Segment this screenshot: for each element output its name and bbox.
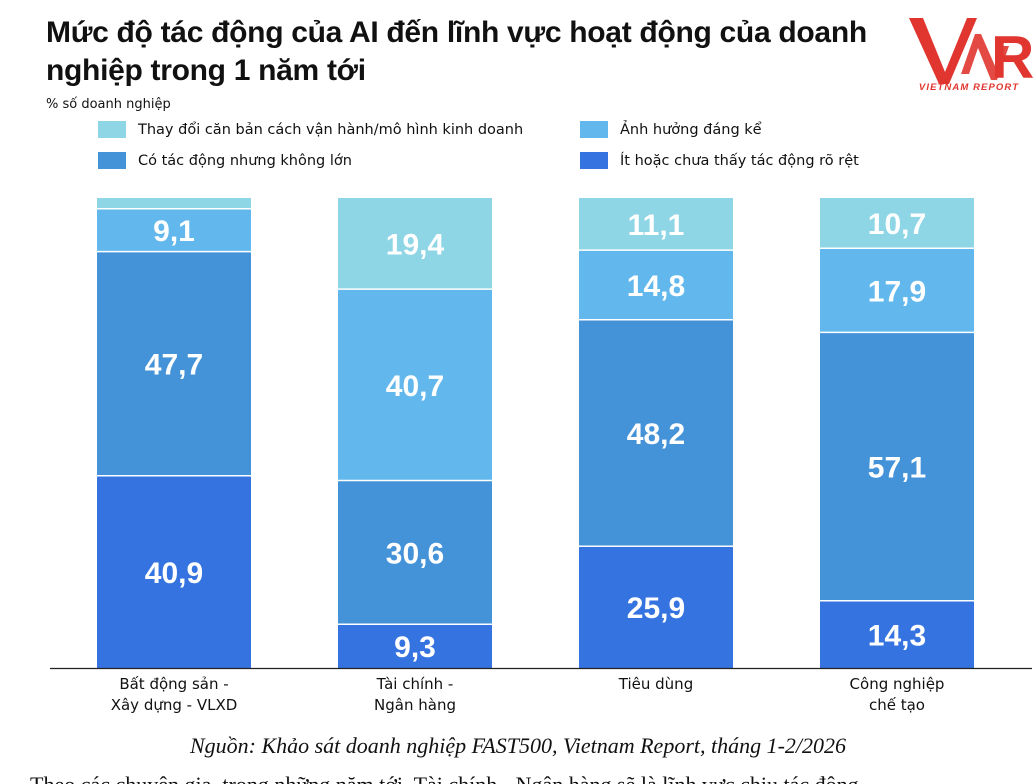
bar-segment [820,248,974,333]
category-label: Tài chính - Ngân hàng [315,674,515,716]
bar-segment [97,475,251,668]
svg-text:R: R [991,24,1033,91]
bar-segment [338,289,492,481]
bar-value-label: 11,1 [628,209,685,242]
bar-segment [338,624,492,668]
category-label: Tiêu dùng [556,674,756,695]
bar-segment [97,208,251,252]
legend-item: Có tác động nhưng không lớn [98,152,352,169]
bar-value-label: 14,3 [868,619,926,652]
category-label-line: Xây dựng - VLXD [110,696,238,714]
category-label-line: Ngân hàng [374,696,456,714]
bar-segment [820,198,974,249]
bar-value-label: 17,9 [868,275,926,308]
bar-value-label: 40,9 [145,557,203,590]
legend-label: Thay đổi căn bản cách vận hành/mô hình k… [138,121,524,138]
bar-segment [579,250,733,320]
legend-label: Ít hoặc chưa thấy tác động rõ rệt [620,152,859,169]
legend-swatch [580,152,608,169]
chart-title: Mức độ tác động của AI đến lĩnh vực hoạt… [46,16,867,87]
bar-segment [97,198,251,209]
bar-value-label: 30,6 [386,537,444,570]
category-label-line: Tài chính - [376,675,454,693]
category-label-line: Công nghiệp [849,675,945,693]
bar-segment [579,198,733,251]
bar-value-label: 47,7 [145,349,203,382]
bar-segment [338,198,492,290]
legend: Thay đổi căn bản cách vận hành/mô hình k… [98,121,958,181]
bar-value-label: 48,2 [627,418,685,451]
bar-segment [579,319,733,547]
legend-item: Ít hoặc chưa thấy tác động rõ rệt [580,152,859,169]
cutoff-text: Theo các chuyên gia, trong những năm tới… [30,772,1030,784]
body-text-cutoff: Theo các chuyên gia, trong những năm tới… [30,768,1030,784]
legend-swatch [580,121,608,138]
y-axis-unit-label: % số doanh nghiệp [46,97,171,112]
bar-value-label: 9,3 [394,631,436,664]
bar-segment [97,251,251,476]
bar-value-label: 25,9 [627,592,685,625]
category-label: Bất động sản - Xây dựng - VLXD [74,674,274,716]
bar-segment [579,546,733,668]
bar-value-label: 40,7 [386,370,444,403]
legend-swatch [98,152,126,169]
bar-value-label: 57,1 [868,452,926,485]
legend-label: Ảnh hưởng đáng kể [620,121,762,138]
legend-label: Có tác động nhưng không lớn [138,152,352,169]
vnr-logo: R [909,18,1033,91]
bar-value-label: 19,4 [386,229,445,262]
bar-value-label: 10,7 [868,208,926,241]
category-label-line: Bất động sản - [119,675,229,693]
legend-item: Thay đổi căn bản cách vận hành/mô hình k… [98,121,523,138]
bar-segment [820,600,974,668]
category-label-line: chế tạo [868,696,925,714]
category-label-line: Tiêu dùng [618,675,694,693]
legend-swatch [98,121,126,138]
legend-item: Ảnh hưởng đáng kể [580,121,762,138]
category-label: Công nghiệp chế tạo [797,674,997,716]
vnr-logo-tagline: VIETNAM REPORT [918,82,1020,93]
bar-value-label: 9,1 [153,215,195,248]
bar-segment [338,480,492,625]
bar-segment [820,332,974,601]
source-note: Nguồn: Khảo sát doanh nghiệp FAST500, Vi… [189,733,847,758]
bar-value-label: 14,8 [627,270,685,303]
